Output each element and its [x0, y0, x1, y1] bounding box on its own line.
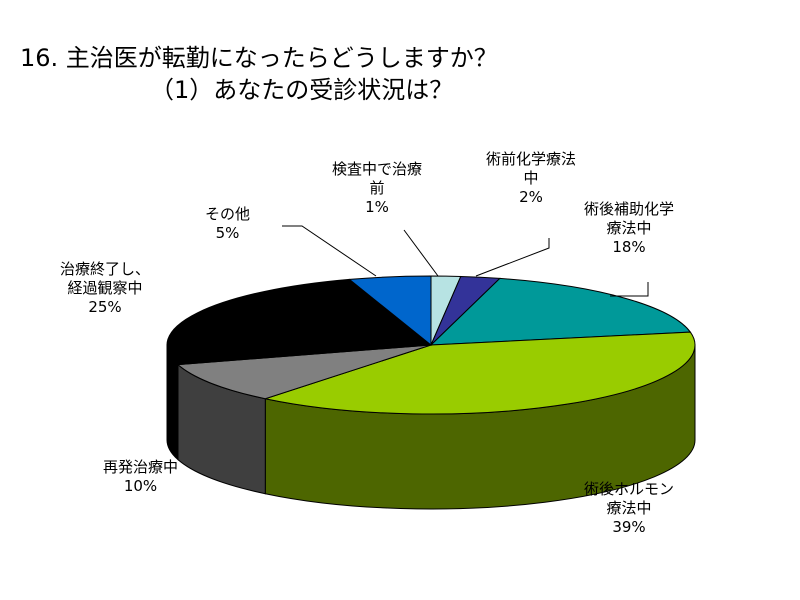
chart-title: 16. 主治医が転勤になったらどうしますか？ — [20, 44, 498, 72]
slice-label-text: 術後補助化学 — [584, 200, 675, 218]
slice-label-text: その他 — [205, 205, 251, 223]
leader-line-2 — [610, 282, 649, 297]
slice-label-text: 再発治療中 — [103, 458, 179, 476]
slice-label-text: 中 — [523, 169, 539, 187]
leader-line-1 — [475, 238, 550, 277]
slice-label-3: 術後ホルモン 療法中 39% — [584, 480, 674, 537]
slice-percent: 10% — [123, 477, 158, 495]
leader-lines — [282, 225, 649, 297]
slice-label-text: 経過観察中 — [67, 279, 143, 297]
slice-percent: 25% — [88, 298, 122, 316]
slice-percent: 2% — [519, 188, 543, 206]
slice-label-text: 術前化学療法 — [486, 150, 577, 168]
slice-label-0: 検査中で治療前 1% — [332, 160, 422, 217]
slice-percent: 5% — [215, 224, 240, 242]
pie-slice-3 — [263, 331, 696, 415]
chart-subtitle: （1）あなたの受診状況は？ — [150, 76, 454, 104]
pie-slice-4 — [176, 344, 432, 400]
slice-label-1: 術前化学療法中 2% — [486, 150, 576, 207]
slice-label-text: 療法中 — [606, 499, 652, 517]
slice-label-4: 再発治療中 10% — [103, 458, 178, 496]
slice-label-text: 療法中 — [606, 219, 652, 237]
slice-label-6: その他 5% — [205, 205, 250, 243]
pie-slice-5 — [166, 278, 433, 366]
slice-label-text: 検査中で治療 — [332, 160, 423, 178]
slice-label-text: 術後ホルモン — [584, 480, 675, 498]
slice-label-text: 前 — [369, 179, 385, 197]
pie-slice-6 — [348, 275, 432, 347]
leader-line-0 — [403, 229, 439, 277]
slice-percent: 39% — [612, 518, 646, 536]
slice-percent: 1% — [365, 198, 389, 216]
slice-label-5: 治療終了し、 経過観察中 25% — [60, 260, 150, 317]
leader-line-6 — [282, 225, 377, 277]
pie-slice-2 — [429, 277, 692, 346]
pie-slices — [166, 275, 696, 415]
slice-label-text: 治療終了し、 — [60, 260, 151, 278]
slice-label-2: 術後補助化学 療法中 18% — [584, 200, 674, 257]
slice-percent: 18% — [612, 238, 646, 256]
